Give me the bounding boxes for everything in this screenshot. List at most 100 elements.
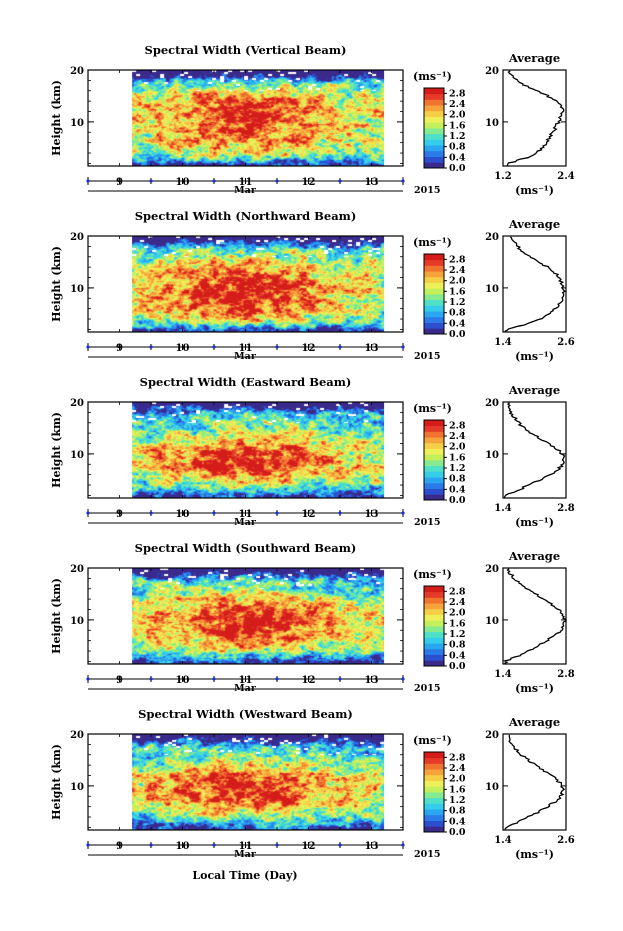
profile-x-tick-label: 1.4 — [494, 835, 511, 846]
colorbar-tick-label: 2.8 — [449, 420, 466, 431]
colorbar-segment — [424, 420, 444, 427]
colorbar-tick-label: 0.0 — [449, 827, 466, 838]
colorbar-segment — [424, 288, 444, 295]
profile-title: Average — [508, 383, 560, 397]
colorbar-tick-label: 0.8 — [449, 142, 466, 153]
profile-line — [502, 568, 567, 665]
month-label: Mar — [234, 517, 257, 528]
y-tick-label: 10 — [70, 284, 84, 295]
profile-x-label: (ms⁻¹) — [515, 516, 554, 529]
colorbar-unit: (ms⁻¹) — [413, 402, 452, 415]
profile-y-tick-label: 10 — [485, 118, 499, 129]
colorbar-tick-label: 2.4 — [449, 597, 466, 608]
colorbar-segment — [424, 139, 444, 146]
colorbar-segment — [424, 93, 444, 100]
colorbar-tick-label: 0.8 — [449, 474, 466, 485]
colorbar-unit: (ms⁻¹) — [413, 734, 452, 747]
colorbar-segment — [424, 482, 444, 489]
colorbar-tick-label: 2.0 — [449, 608, 466, 619]
colorbar-segment — [424, 648, 444, 655]
time-marker — [401, 677, 405, 681]
colorbar-tick-label: 0.0 — [449, 495, 466, 506]
profile-x-label: (ms⁻¹) — [515, 682, 554, 695]
profile-y-tick-label: 20 — [485, 730, 499, 741]
year-label: 2015 — [414, 185, 440, 196]
colorbar-segment — [424, 488, 444, 495]
x-tick-label: 9 — [116, 675, 123, 686]
colorbar-segment — [424, 282, 444, 289]
colorbar-segment — [424, 471, 444, 478]
colorbar-segment — [424, 294, 444, 301]
colorbar-segment — [424, 826, 444, 833]
colorbar-tick-label: 1.2 — [449, 629, 466, 640]
profile-frame — [502, 733, 567, 831]
panel-5: Spectral Width (Westward Beam) 10 20 Height… — [50, 707, 575, 861]
colorbar-frame — [423, 751, 445, 833]
profile-frame — [502, 401, 567, 499]
x-tick-label: 13 — [365, 177, 379, 188]
profile-frame — [502, 567, 567, 665]
colorbar-segment — [424, 637, 444, 644]
time-marker — [86, 843, 90, 847]
colorbar-segment — [424, 803, 444, 810]
panel-title: Spectral Width (Northward Beam) — [135, 209, 357, 223]
heatmap-image — [132, 236, 385, 332]
profile-x-tick-label: 1.4 — [494, 669, 511, 680]
colorbar-segment — [424, 643, 444, 650]
time-marker — [86, 677, 90, 681]
colorbar-segment — [424, 757, 444, 764]
x-tick-label: 10 — [176, 509, 190, 520]
colorbar-segment — [424, 626, 444, 633]
colorbar-segment — [424, 133, 444, 140]
colorbar-segment — [424, 328, 444, 335]
time-marker — [86, 179, 90, 183]
colorbar-segment — [424, 660, 444, 667]
colorbar-segment — [424, 259, 444, 266]
time-marker — [338, 843, 342, 847]
colorbar-segment — [424, 614, 444, 621]
x-tick-label: 9 — [116, 841, 123, 852]
profile-title: Average — [508, 51, 560, 65]
x-tick-label: 10 — [176, 177, 190, 188]
colorbar-segment — [424, 299, 444, 306]
colorbar-unit: (ms⁻¹) — [413, 236, 452, 249]
panel-title: Spectral Width (Eastward Beam) — [140, 375, 352, 389]
y-axis-label: Height (km) — [50, 80, 63, 156]
colorbar-segment — [424, 271, 444, 278]
y-tick-label: 20 — [70, 66, 84, 77]
time-marker — [338, 511, 342, 515]
profile-x-tick-label: 1.4 — [494, 503, 511, 514]
colorbar-tick-label: 1.6 — [449, 784, 466, 795]
profile-line — [506, 70, 565, 166]
time-marker — [338, 345, 342, 349]
colorbar-tick-label: 2.4 — [449, 265, 466, 276]
profile-y-tick-label: 20 — [485, 564, 499, 575]
y-tick-label: 10 — [70, 616, 84, 627]
time-marker — [338, 179, 342, 183]
colorbar-tick-label: 1.2 — [449, 297, 466, 308]
time-marker — [212, 511, 216, 515]
profile-title: Average — [508, 549, 560, 563]
profile-x-label: (ms⁻¹) — [515, 350, 554, 363]
colorbar-tick-label: 2.4 — [449, 763, 466, 774]
profile-x-tick-label: 1.4 — [494, 337, 511, 348]
time-marker — [275, 345, 279, 349]
profile-y-tick-label: 10 — [485, 450, 499, 461]
colorbar-segment — [424, 448, 444, 455]
time-marker — [86, 511, 90, 515]
colorbar-tick-label: 1.6 — [449, 618, 466, 629]
x-tick-label: 11 — [239, 177, 253, 188]
x-axis-label: Local Time (Day) — [192, 869, 297, 882]
colorbar-frame — [423, 585, 445, 667]
x-tick-label: 12 — [302, 675, 316, 686]
colorbar-frame — [423, 87, 445, 169]
colorbar-tick-label: 0.4 — [449, 484, 466, 495]
month-label: Mar — [234, 683, 257, 694]
y-axis-label: Height (km) — [50, 744, 63, 820]
colorbar-tick-label: 0.4 — [449, 650, 466, 661]
year-label: 2015 — [414, 351, 440, 362]
panel-4: Spectral Width (Southward Beam) 10 20 Heigh… — [50, 541, 575, 695]
colorbar-tick-label: 0.8 — [449, 640, 466, 651]
profile-x-label: (ms⁻¹) — [515, 848, 554, 861]
colorbar-tick-label: 2.0 — [449, 442, 466, 453]
